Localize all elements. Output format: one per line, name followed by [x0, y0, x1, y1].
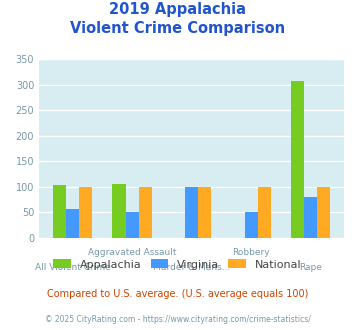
Bar — [291, 81, 304, 238]
Text: Robbery: Robbery — [233, 248, 270, 257]
Legend: Appalachia, Virginia, National: Appalachia, Virginia, National — [49, 255, 306, 274]
Text: Compared to U.S. average. (U.S. average equals 100): Compared to U.S. average. (U.S. average … — [47, 289, 308, 299]
Bar — [79, 187, 92, 238]
Bar — [139, 187, 152, 238]
Text: Violent Crime Comparison: Violent Crime Comparison — [70, 21, 285, 36]
Bar — [113, 184, 126, 238]
Bar — [53, 185, 66, 238]
Bar — [258, 187, 271, 238]
Text: All Violent Crime: All Violent Crime — [35, 263, 110, 272]
Bar — [304, 197, 317, 238]
Bar — [198, 187, 211, 238]
Text: 2019 Appalachia: 2019 Appalachia — [109, 2, 246, 16]
Text: Aggravated Assault: Aggravated Assault — [88, 248, 176, 257]
Bar — [245, 212, 258, 238]
Bar — [185, 187, 198, 238]
Text: Murder & Mans...: Murder & Mans... — [153, 263, 230, 272]
Bar — [126, 212, 139, 238]
Text: © 2025 CityRating.com - https://www.cityrating.com/crime-statistics/: © 2025 CityRating.com - https://www.city… — [45, 315, 310, 324]
Text: Rape: Rape — [299, 263, 322, 272]
Bar — [317, 187, 331, 238]
Bar — [66, 209, 79, 238]
